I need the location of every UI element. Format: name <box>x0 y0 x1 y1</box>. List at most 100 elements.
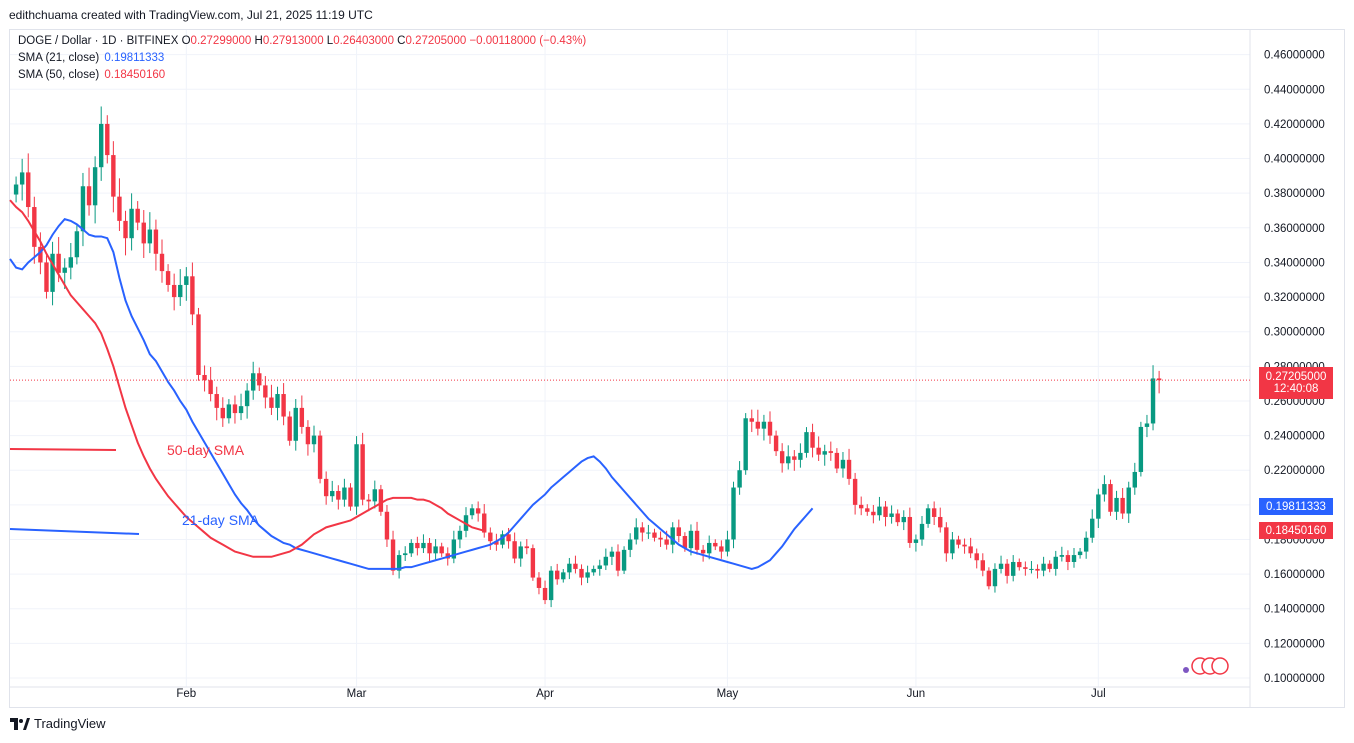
candle-body <box>147 229 153 244</box>
candle-body <box>354 444 359 507</box>
candle-body <box>561 572 566 580</box>
candle-body <box>670 527 675 545</box>
candle-body <box>755 421 761 429</box>
candle-body <box>810 432 815 448</box>
candle-body <box>62 267 67 273</box>
x-tick-label: Feb <box>176 688 196 700</box>
candle-body <box>506 534 511 542</box>
candle-body <box>700 549 706 554</box>
tradingview-footer[interactable]: TradingView <box>10 716 106 731</box>
sma21-annotation-line <box>9 528 140 535</box>
candle-body <box>846 459 852 479</box>
candle-body <box>117 196 122 221</box>
candle-body <box>50 253 55 292</box>
candle-body <box>792 456 797 460</box>
candle-body <box>609 551 615 557</box>
candle-body <box>415 542 420 549</box>
candle-body <box>919 523 925 540</box>
chart-frame[interactable] <box>9 29 1345 708</box>
y-tick-label: 0.34000000 <box>1264 257 1325 269</box>
candle-body <box>579 568 584 578</box>
sma21-price-label: 0.19811333 <box>1259 498 1333 515</box>
candle-body <box>840 459 846 469</box>
candle-body <box>1102 484 1107 495</box>
candle-body <box>567 563 572 573</box>
candle-body <box>652 532 657 538</box>
candle-body <box>998 563 1004 569</box>
candle-body <box>238 406 244 414</box>
candle-body <box>938 516 943 528</box>
candle-body <box>269 397 274 408</box>
candle-body <box>913 539 919 543</box>
candle-body <box>439 546 444 554</box>
sma50-line <box>9 199 485 558</box>
candle-body <box>950 539 955 554</box>
candle-body <box>360 444 365 500</box>
candle-body <box>74 231 80 258</box>
candle-body <box>834 452 840 469</box>
sma50-annotation-line <box>9 448 117 451</box>
candle-body <box>871 511 876 516</box>
candle-body <box>743 418 748 471</box>
candle-body <box>384 511 390 540</box>
candle-body <box>767 421 773 436</box>
candle-body <box>263 385 268 398</box>
close-value: 0.27205000 <box>405 35 467 47</box>
candle-body <box>1047 563 1052 569</box>
candle-body <box>573 563 578 569</box>
candle-body <box>555 570 560 580</box>
candle-body <box>56 253 61 273</box>
candle-body <box>676 527 681 537</box>
open-key: O <box>181 35 191 47</box>
y-tick-label: 0.14000000 <box>1264 604 1325 616</box>
candle-body <box>159 253 165 272</box>
high-key: H <box>254 35 263 47</box>
sma50-price-label: 0.18450160 <box>1259 522 1333 539</box>
y-tick-label: 0.36000000 <box>1264 223 1325 235</box>
candle-body <box>980 560 985 571</box>
tradingview-logo-icon <box>10 717 30 730</box>
candle-body <box>962 544 967 547</box>
candle-body <box>171 284 177 298</box>
candle-body <box>1071 555 1077 562</box>
candle-body <box>123 220 128 239</box>
candle-body <box>1059 555 1065 557</box>
candle-body <box>804 432 809 453</box>
y-tick-label: 0.40000000 <box>1264 154 1325 166</box>
sma50-legend[interactable]: SMA (50, close) 0.18450160 <box>18 69 165 81</box>
candle-body <box>1114 497 1119 512</box>
candle-body <box>202 374 207 381</box>
candle-body <box>86 186 92 206</box>
candle-body <box>992 568 998 587</box>
sma21-legend[interactable]: SMA (21, close) 0.19811333 <box>18 52 164 64</box>
candle-body <box>925 508 931 524</box>
candle-body <box>719 546 724 552</box>
tradingview-brand: TradingView <box>34 716 106 731</box>
candle-body <box>713 542 718 547</box>
candle-body <box>1090 518 1095 538</box>
candle-body <box>342 487 347 500</box>
ohlc-legend[interactable]: DOGE / Dollar · 1D · BITFINEX O0.2729900… <box>18 35 586 47</box>
candle-body <box>390 539 396 571</box>
candle-body <box>196 314 201 375</box>
candle-body <box>378 489 384 512</box>
candle-body <box>396 555 402 571</box>
candle-body <box>530 548 536 578</box>
candle-body <box>469 508 475 516</box>
candle-body <box>1029 568 1034 570</box>
candle-body <box>99 123 104 168</box>
y-tick-label: 0.24000000 <box>1264 431 1325 443</box>
x-tick-label: Jun <box>907 688 926 700</box>
candle-body <box>323 478 329 497</box>
candle-body <box>1120 497 1125 514</box>
candle-body <box>1017 561 1022 568</box>
candle-body <box>1138 426 1144 472</box>
candle-body <box>707 542 712 554</box>
candle-body <box>348 487 353 507</box>
countdown-value: 12:40:08 <box>1273 383 1319 395</box>
candle-body <box>956 539 961 545</box>
candle-body <box>585 572 590 578</box>
candle-body <box>26 172 31 208</box>
candle-body <box>19 172 25 185</box>
